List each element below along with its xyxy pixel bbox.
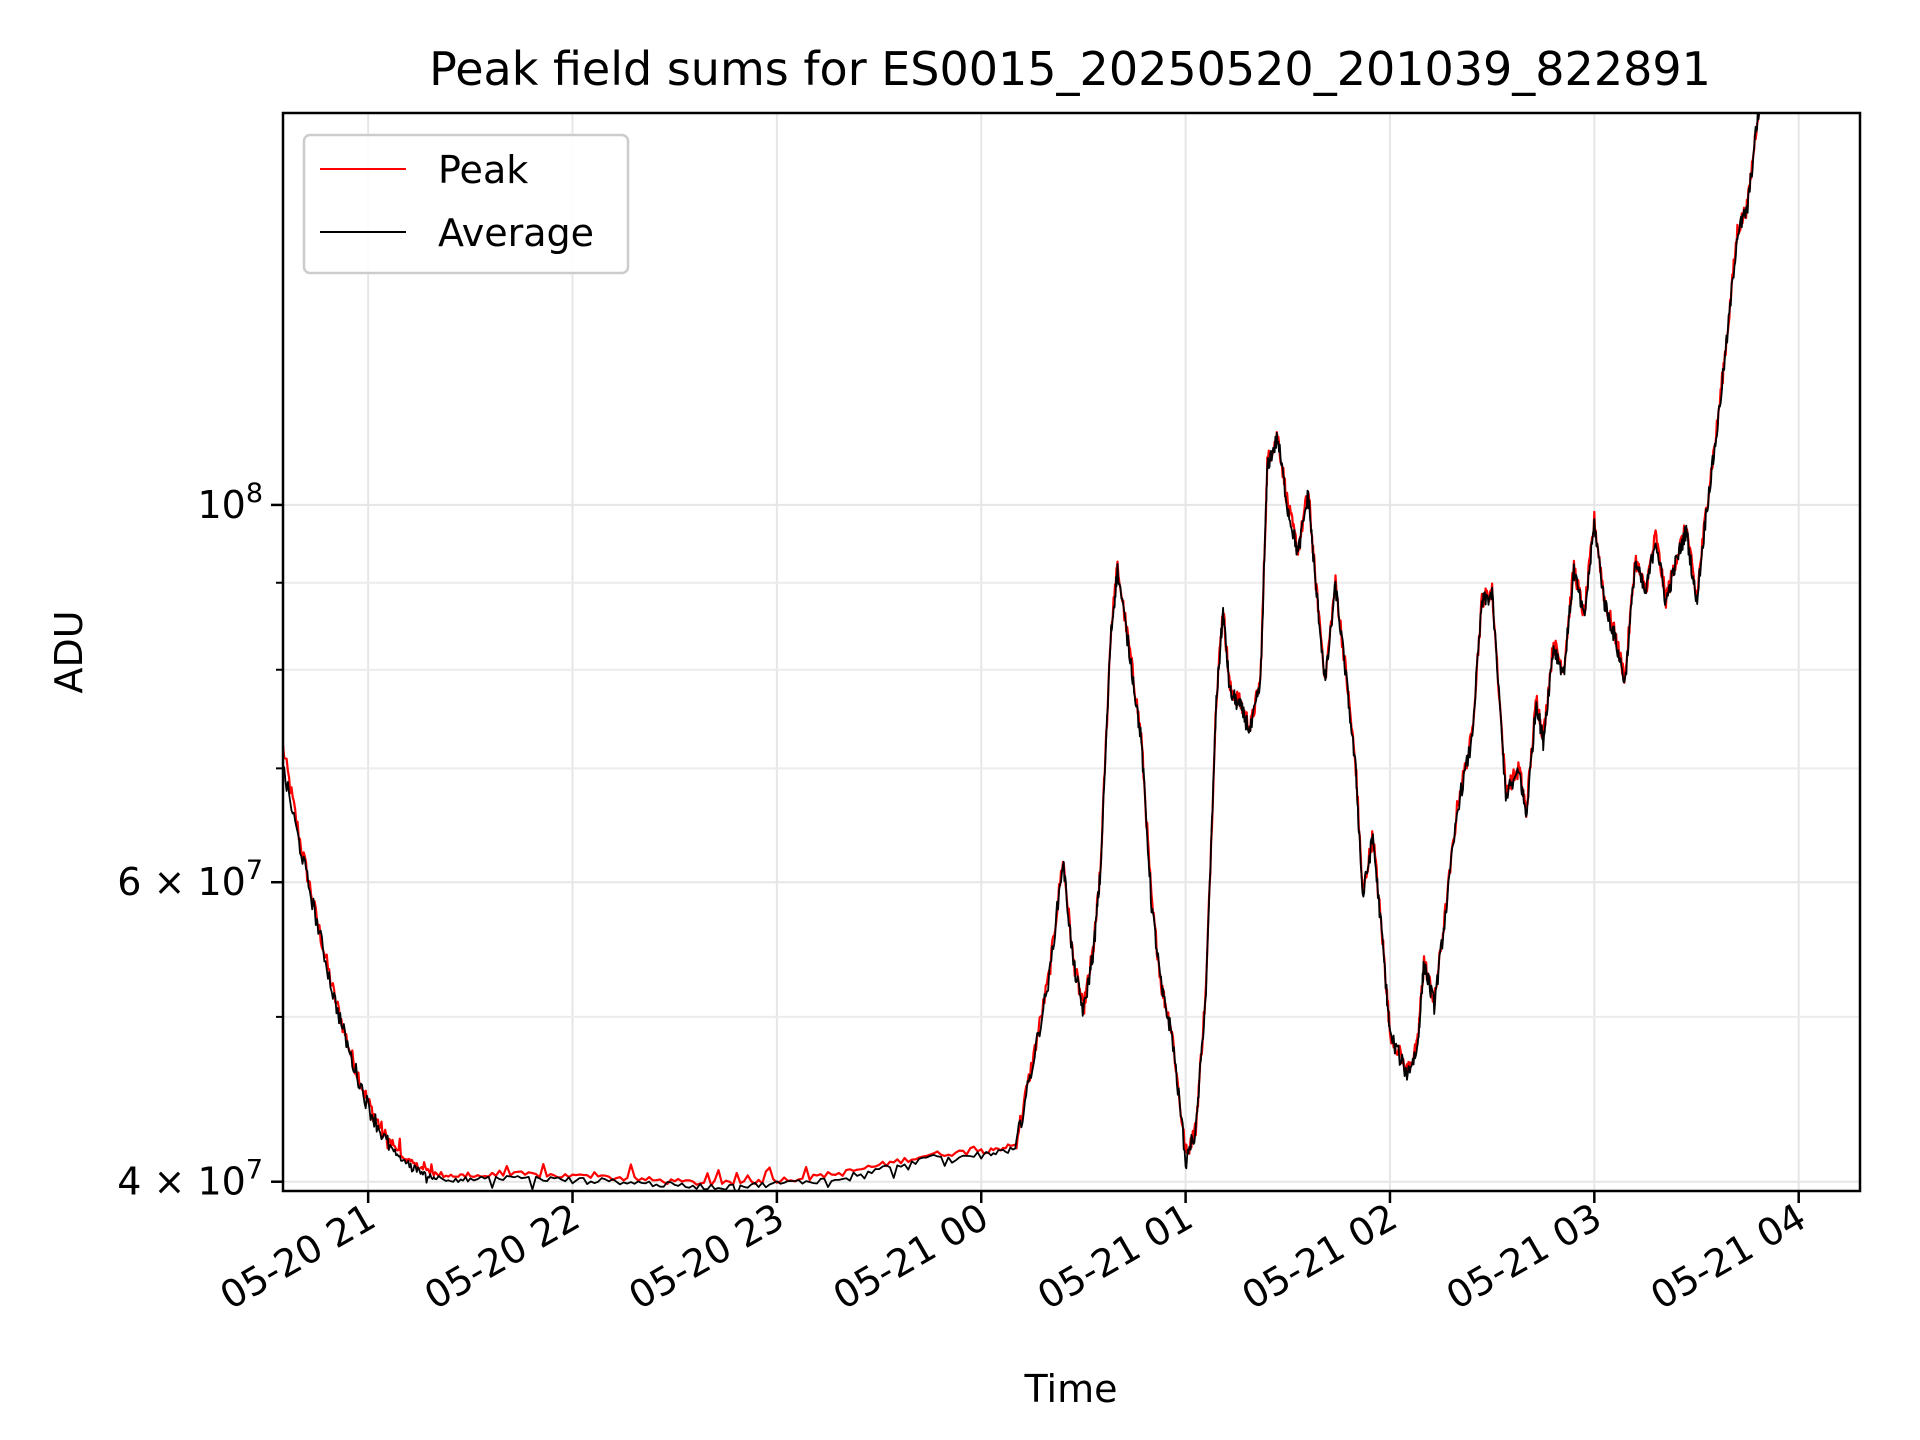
chart-title: Peak field sums for ES0015_20250520_2010… <box>429 42 1711 96</box>
y-tick-label-2: 4 × 107 <box>117 1155 263 1204</box>
legend: Peak Average <box>302 133 630 275</box>
y-axis-ticks: 108 6 × 107 4 × 107 <box>117 478 283 1204</box>
legend-average-label: Average <box>438 211 594 255</box>
series-layer <box>283 113 1763 1191</box>
y-axis-label: ADU <box>47 610 91 693</box>
plot-frame <box>281 111 1862 1193</box>
grid <box>283 113 1860 1191</box>
legend-peak-label: Peak <box>438 148 528 192</box>
y-tick-label-1: 6 × 107 <box>117 855 263 904</box>
series-line-average <box>283 113 1763 1191</box>
x-axis-label: Time <box>1024 1367 1118 1411</box>
y-tick-label-0: 108 <box>197 478 263 527</box>
